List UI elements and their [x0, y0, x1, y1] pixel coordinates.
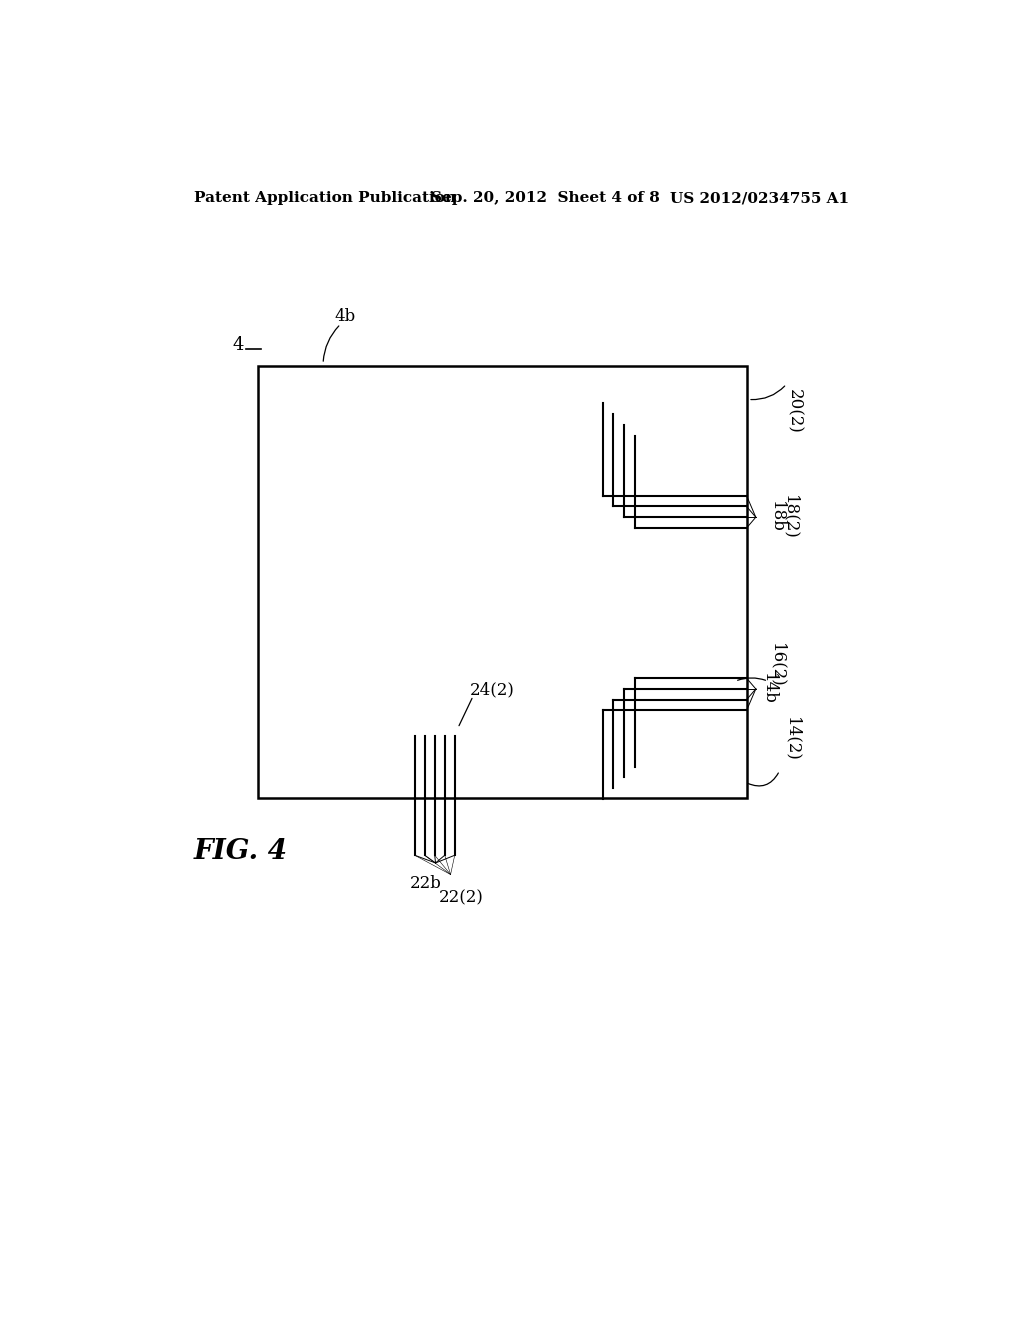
Text: 18b: 18b	[768, 502, 785, 533]
Text: 18(2): 18(2)	[781, 495, 799, 540]
Text: 24(2): 24(2)	[469, 681, 514, 698]
Bar	[258, 367, 746, 797]
Text: US 2012/0234755 A1: US 2012/0234755 A1	[670, 191, 849, 206]
Text: 22b: 22b	[411, 875, 442, 892]
Text: 4b: 4b	[335, 308, 356, 325]
Text: FIG. 4: FIG. 4	[194, 838, 288, 865]
Text: 14b: 14b	[761, 673, 777, 705]
Text: 14(2): 14(2)	[783, 717, 801, 762]
Text: 4: 4	[232, 335, 244, 354]
Text: 22(2): 22(2)	[439, 890, 484, 906]
Text: 16(2): 16(2)	[768, 643, 785, 688]
Text: Sep. 20, 2012  Sheet 4 of 8: Sep. 20, 2012 Sheet 4 of 8	[431, 191, 659, 206]
Text: 20(2): 20(2)	[785, 388, 803, 433]
Text: Patent Application Publication: Patent Application Publication	[194, 191, 456, 206]
